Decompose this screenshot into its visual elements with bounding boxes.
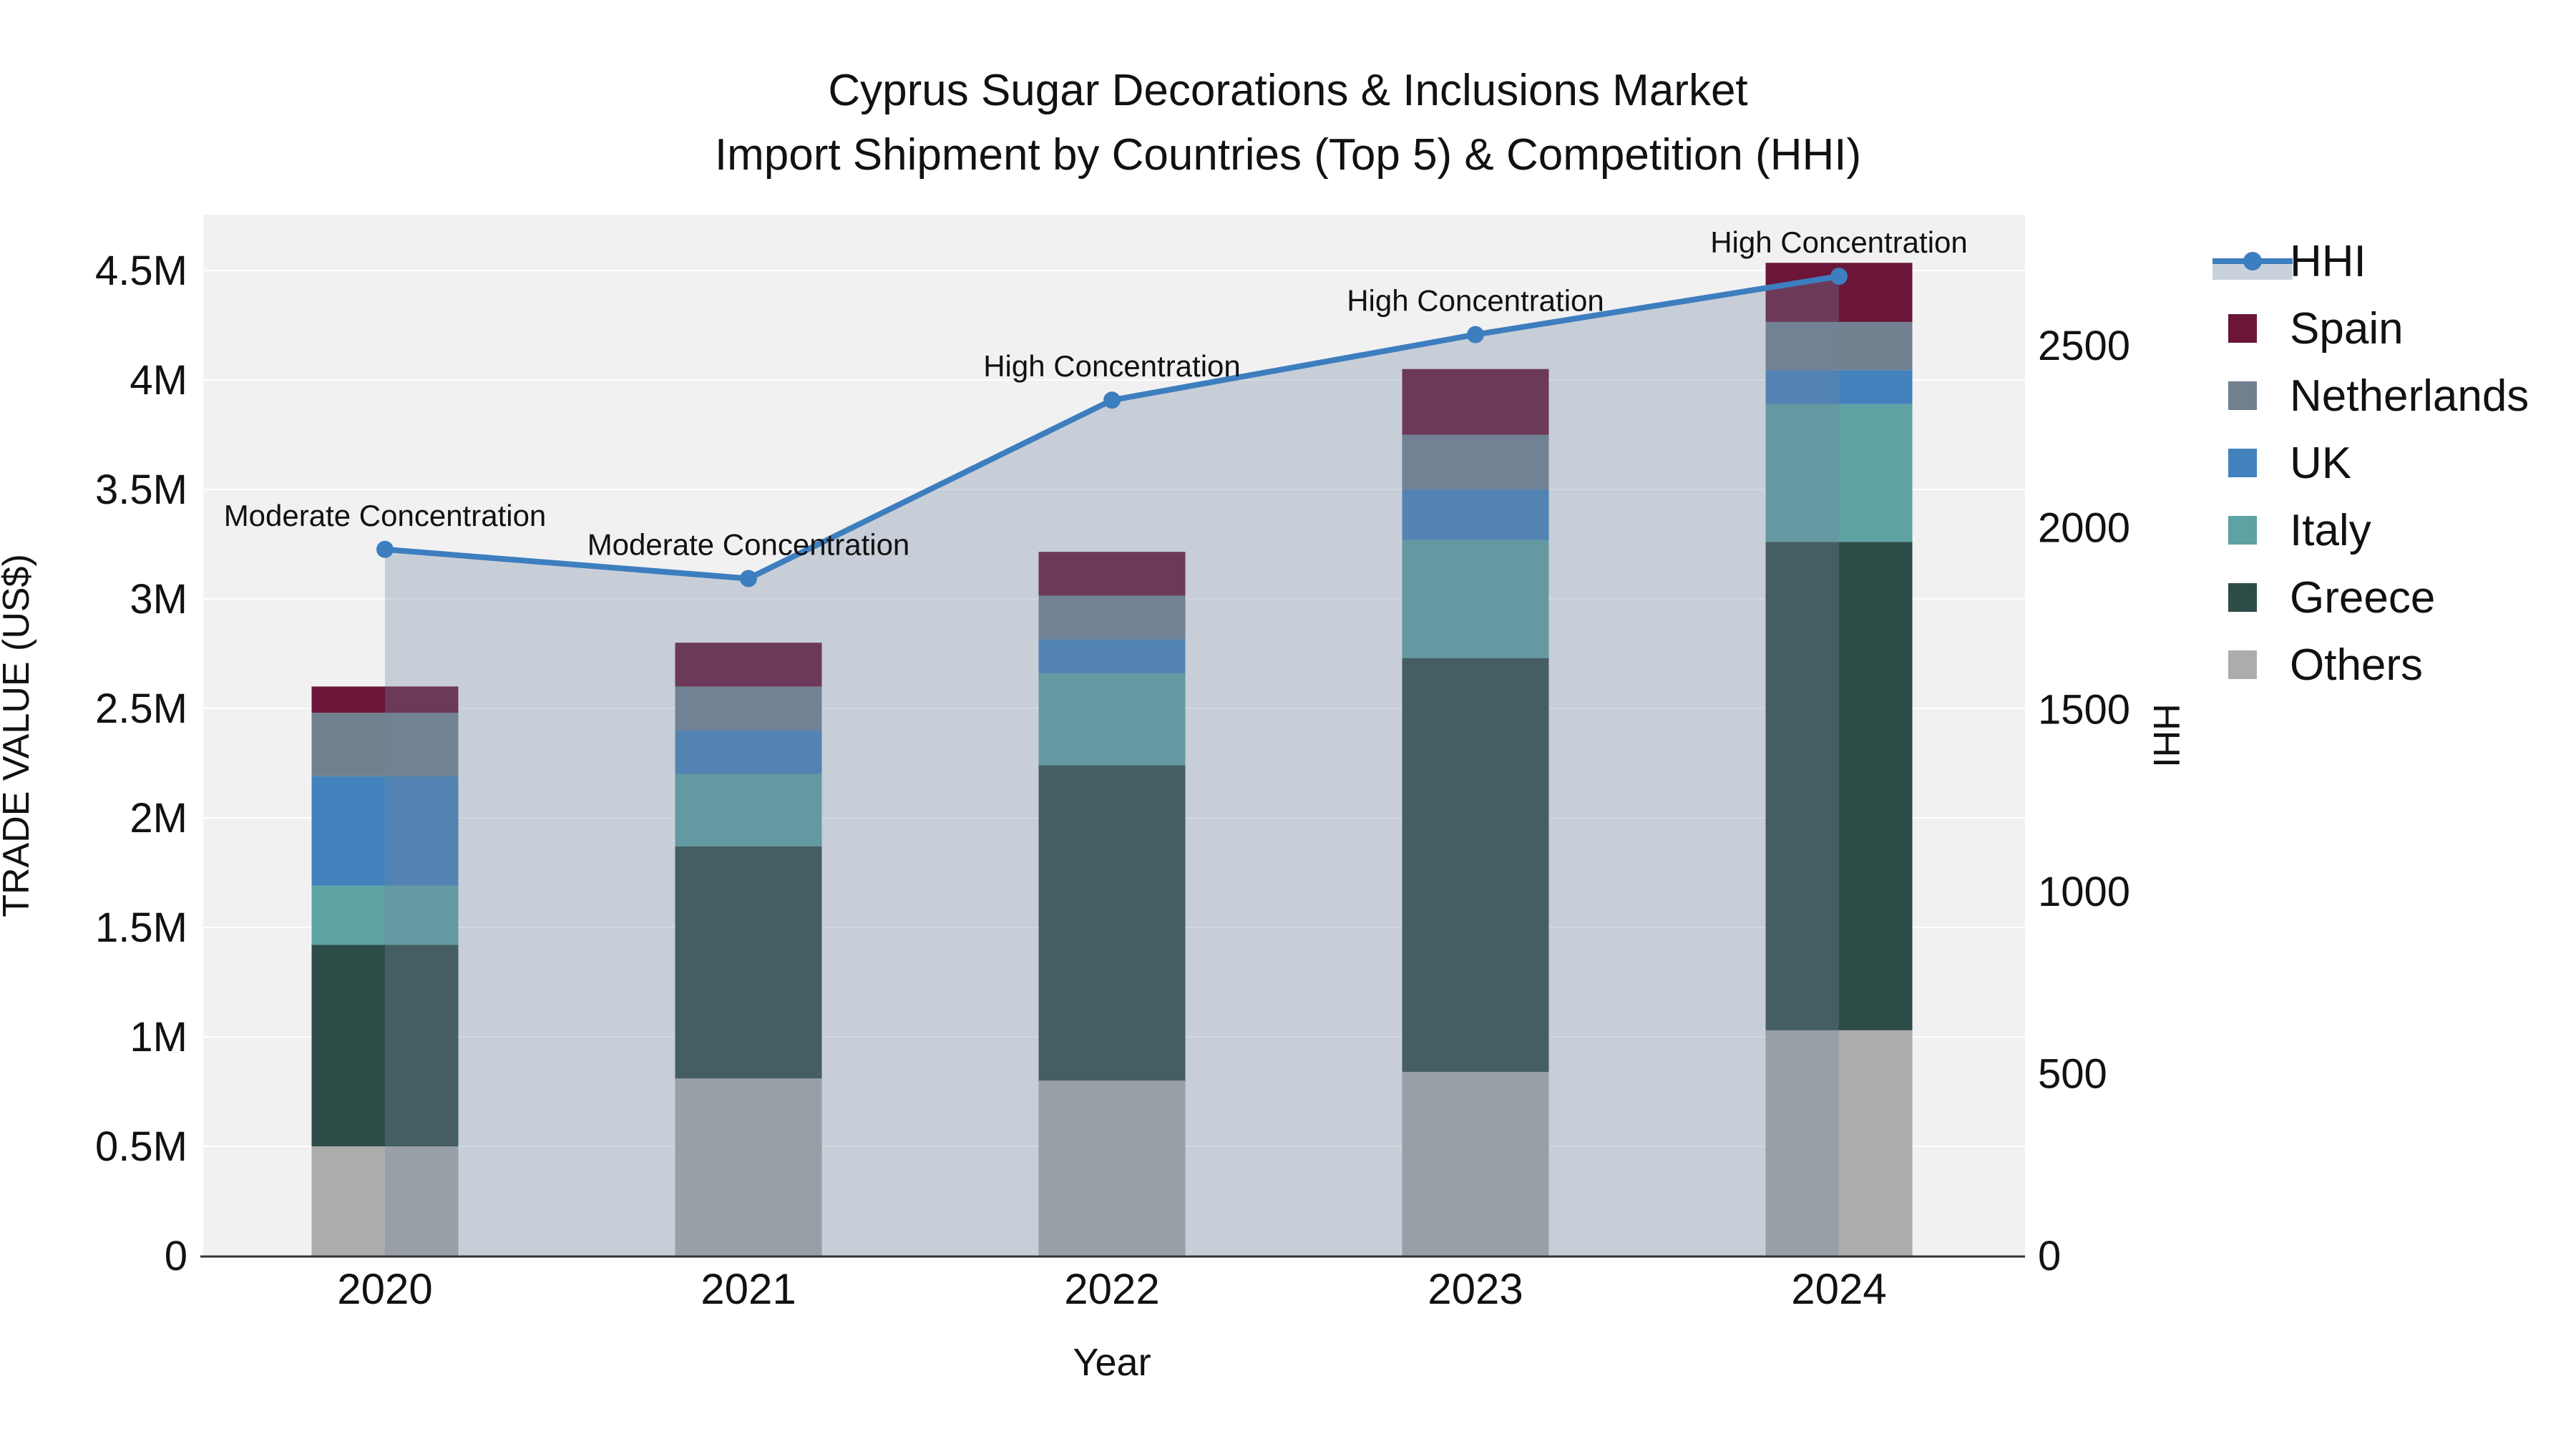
y-right-tick: 2000 (2038, 504, 2130, 551)
legend-item-greece[interactable]: Greece (2228, 573, 2435, 623)
legend-item-uk[interactable]: UK (2228, 439, 2351, 488)
y-right-tick: 500 (2038, 1051, 2107, 1098)
annotation-2024: High Concentration (1710, 225, 1968, 259)
bar-segment-2020-netherlands[interactable] (311, 713, 459, 776)
bar-segment-2020-greece[interactable] (311, 945, 459, 1146)
hhi-marker-2021[interactable] (740, 570, 757, 587)
y-right-tick: 2500 (2038, 323, 2130, 369)
bar-segment-2022-spain[interactable] (1038, 552, 1186, 596)
legend-label-spain: Spain (2290, 304, 2404, 353)
bar-segment-2020-others[interactable] (311, 1146, 459, 1256)
bar-segment-2024-uk[interactable] (1765, 370, 1913, 404)
bar-segment-2024-netherlands[interactable] (1765, 321, 1913, 371)
bar-segment-2022-greece[interactable] (1038, 765, 1186, 1081)
bar-segment-2022-netherlands[interactable] (1038, 595, 1186, 640)
chart-title-line2: Import Shipment by Countries (Top 5) & C… (714, 130, 1862, 180)
y-left-tick: 4M (130, 357, 187, 404)
annotation-2022: High Concentration (983, 349, 1241, 383)
y-right-axis-title: HHI (2145, 703, 2187, 768)
y-left-tick: 3.5M (95, 467, 187, 513)
bar-segment-2024-italy[interactable] (1765, 404, 1913, 542)
legend-swatch-uk (2228, 449, 2257, 477)
legend-label-others: Others (2290, 640, 2423, 690)
legend-label-uk: UK (2290, 439, 2351, 488)
legend-swatch-greece (2228, 583, 2257, 612)
hhi-marker-2022[interactable] (1103, 391, 1121, 409)
bar-segment-2024-greece[interactable] (1765, 542, 1913, 1030)
y-left-tick: 1.5M (95, 904, 187, 951)
y-left-tick: 3M (130, 576, 187, 623)
bar-segment-2023-uk[interactable] (1402, 489, 1549, 540)
legend-item-netherlands[interactable]: Netherlands (2228, 371, 2529, 421)
bar-segment-2020-italy[interactable] (311, 885, 459, 945)
bar-segment-2024-others[interactable] (1765, 1030, 1913, 1256)
bar-2024 (1765, 263, 1913, 1256)
y-left-axis-title: TRADE VALUE (US$) (0, 554, 37, 917)
bar-segment-2022-uk[interactable] (1038, 639, 1186, 674)
bar-segment-2022-italy[interactable] (1038, 673, 1186, 766)
x-tick-2022: 2022 (1064, 1265, 1159, 1313)
bar-segment-2023-greece[interactable] (1402, 658, 1549, 1072)
bar-segment-2020-uk[interactable] (311, 776, 459, 886)
legend-label-greece: Greece (2290, 573, 2435, 623)
bars (311, 263, 1913, 1256)
hhi-marker-2024[interactable] (1830, 268, 1848, 286)
legend-item-spain[interactable]: Spain (2228, 304, 2404, 353)
legend-label-hhi: HHI (2290, 237, 2366, 286)
bar-2022 (1038, 552, 1186, 1256)
legend-item-others[interactable]: Others (2228, 640, 2423, 690)
hhi-marker-2020[interactable] (376, 540, 394, 558)
bar-segment-2021-uk[interactable] (675, 730, 822, 774)
legend-item-hhi[interactable]: HHI (2212, 237, 2366, 286)
x-tick-2023: 2023 (1428, 1265, 1523, 1313)
legend: HHI Spain Netherlands UK Italy Greece Others (2212, 237, 2529, 690)
y-left-tick: 0 (165, 1233, 187, 1279)
legend-hhi-marker-icon (2243, 252, 2262, 270)
x-axis-title: Year (1073, 1341, 1151, 1384)
legend-item-italy[interactable]: Italy (2228, 506, 2371, 555)
annotation-2021: Moderate Concentration (587, 528, 910, 562)
y-right-tick: 1000 (2038, 869, 2130, 915)
legend-swatch-netherlands (2228, 381, 2257, 410)
x-tick-2024: 2024 (1791, 1265, 1886, 1313)
y-left-tick: 4.5M (95, 248, 187, 294)
y-right-tick: 1500 (2038, 687, 2130, 733)
legend-swatch-others (2228, 650, 2257, 679)
bar-2021 (675, 643, 822, 1256)
chart-title: Cyprus Sugar Decorations & Inclusions Ma… (715, 59, 1861, 187)
legend-swatch-italy (2228, 516, 2257, 545)
bar-segment-2021-others[interactable] (675, 1078, 822, 1256)
bar-2023 (1402, 369, 1549, 1256)
bar-segment-2021-spain[interactable] (675, 643, 822, 687)
y-right-tick: 0 (2038, 1233, 2061, 1279)
y-left-tick: 0.5M (95, 1123, 187, 1170)
bar-segment-2021-italy[interactable] (675, 774, 822, 847)
bar-2020 (311, 686, 459, 1256)
legend-swatch-spain (2228, 314, 2257, 343)
x-tick-2021: 2021 (701, 1265, 796, 1313)
hhi-marker-2023[interactable] (1467, 326, 1484, 343)
y-left-tick: 1M (130, 1014, 187, 1060)
annotation-2023: High Concentration (1347, 284, 1604, 318)
x-tick-2020: 2020 (337, 1265, 432, 1313)
hhi-area-fill (385, 276, 1839, 1256)
bar-segment-2021-netherlands[interactable] (675, 686, 822, 731)
bar-segment-2023-others[interactable] (1402, 1071, 1549, 1256)
annotation-2020: Moderate Concentration (224, 499, 547, 532)
legend-label-italy: Italy (2290, 506, 2371, 555)
bar-segment-2022-others[interactable] (1038, 1080, 1186, 1256)
bar-segment-2023-italy[interactable] (1402, 540, 1549, 658)
y-left-tick: 2.5M (95, 686, 187, 732)
legend-label-netherlands: Netherlands (2290, 371, 2529, 421)
bar-segment-2020-spain[interactable] (311, 686, 459, 713)
bar-segment-2023-spain[interactable] (1402, 369, 1549, 435)
y-left-tick: 2M (130, 795, 187, 841)
bar-segment-2023-netherlands[interactable] (1402, 434, 1549, 490)
chart-title-line1: Cyprus Sugar Decorations & Inclusions Ma… (828, 66, 1748, 115)
bar-segment-2021-greece[interactable] (675, 846, 822, 1079)
